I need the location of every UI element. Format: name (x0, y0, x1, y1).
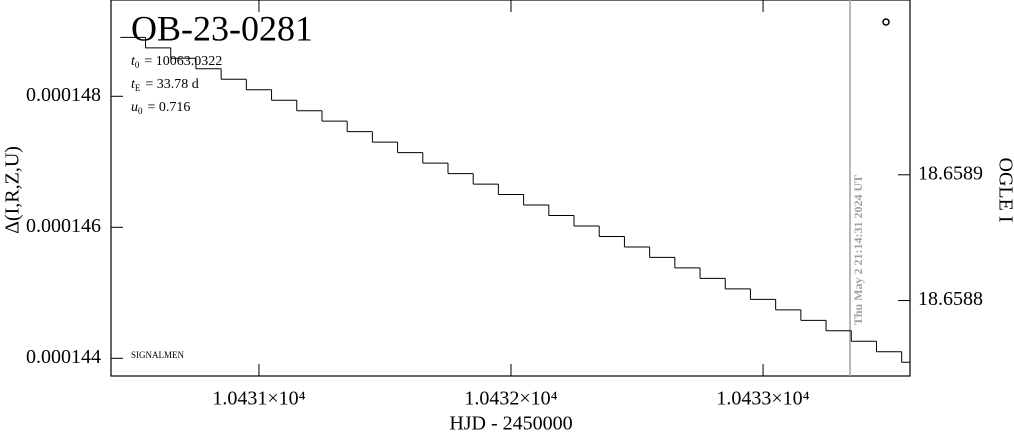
annotation-symbol: t (131, 54, 136, 69)
symbol (882, 18, 890, 26)
chart-title: OB-23-0281 (131, 8, 313, 48)
credit: SIGNALMEN (131, 350, 184, 360)
annotation: tE = 33.78 d (131, 77, 199, 93)
annotation-text: = 10063.0322 (144, 54, 222, 69)
annotation: t0 = 10063.0322 (131, 54, 222, 70)
y-tick-label: 0.000148 (26, 84, 101, 106)
annotation: u0 = 0.716 (131, 100, 190, 116)
annotation-symbol: u (131, 100, 138, 115)
y2-axis-title: OGLE I (994, 158, 1014, 223)
y-axis-title: Δ(I,R,Z,U) (2, 146, 24, 234)
marker-label: Thu May 2 21:14:31 2024 UT (851, 175, 865, 325)
annotation-subscript: 0 (135, 60, 140, 70)
annotation-text: = 33.78 d (145, 77, 198, 92)
annotation-text: = 0.716 (148, 100, 191, 115)
y2-tick-label: 18.6589 (918, 162, 983, 184)
x-tick-label: 1.0432×10⁴ (464, 388, 557, 410)
plot-frame (110, 0, 911, 377)
annotation-subscript: E (135, 83, 141, 93)
y2-tick-label: 18.6588 (918, 288, 983, 310)
annotation-subscript: 0 (138, 106, 143, 116)
y-tick-label: 0.000146 (26, 215, 101, 237)
x-tick-label: 1.0431×10⁴ (212, 388, 305, 410)
annotation-symbol: t (131, 77, 136, 92)
x-tick-label: 1.0433×10⁴ (716, 388, 809, 410)
x-axis-title: HJD - 2450000 (449, 413, 572, 434)
y-tick-label: 0.000144 (26, 346, 101, 368)
